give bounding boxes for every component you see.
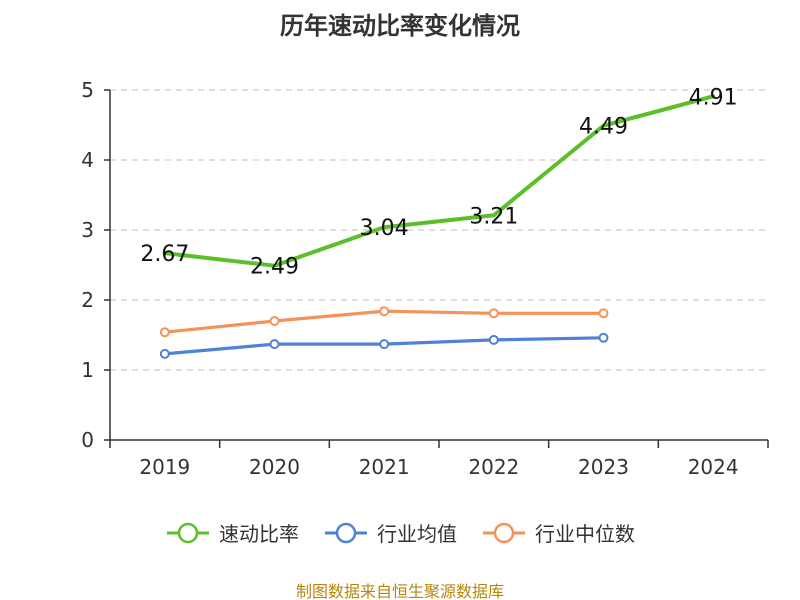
data-point: [488, 308, 499, 319]
data-point: [379, 339, 390, 350]
x-tick-label: 2021: [359, 455, 410, 479]
x-tick-label: 2020: [249, 455, 300, 479]
data-point: [159, 327, 170, 338]
legend-swatch-icon: [167, 522, 209, 543]
x-tick-label: 2024: [688, 455, 739, 479]
x-tick-label: 2023: [578, 455, 629, 479]
y-tick-label: 0: [81, 428, 94, 452]
legend-item[interactable]: 速动比率: [165, 518, 299, 547]
chart-legend: 速动比率 行业均值 行业中位数: [0, 518, 800, 547]
data-point: [379, 306, 390, 317]
series-line: [162, 94, 716, 268]
data-point: [488, 334, 499, 345]
data-point: [598, 308, 609, 319]
data-label: 2.49: [250, 255, 299, 280]
y-tick-label: 1: [81, 358, 94, 382]
data-point: [598, 332, 609, 343]
y-tick-label: 4: [81, 148, 94, 172]
x-tick-label: 2022: [468, 455, 519, 479]
data-source-note: 制图数据来自恒生聚源数据库: [295, 582, 504, 600]
y-tick-label: 5: [81, 78, 94, 102]
x-tick-label: 2019: [139, 455, 190, 479]
data-point: [269, 316, 280, 326]
data-point: [269, 339, 280, 350]
legend-swatch-icon: [483, 522, 525, 543]
data-point: [159, 348, 170, 359]
legend-item[interactable]: 行业中位数: [481, 518, 635, 547]
data-label: 4.91: [689, 85, 738, 110]
chart-title: 历年速动比率变化情况: [280, 12, 520, 40]
y-tick-label: 2: [81, 288, 94, 312]
data-label: 2.67: [140, 242, 189, 267]
legend-label: 行业均值: [377, 522, 457, 546]
legend-label: 行业中位数: [535, 522, 635, 546]
legend-swatch-icon: [325, 522, 367, 543]
data-label: 3.21: [469, 204, 518, 229]
data-label: 4.49: [579, 115, 628, 140]
legend-label: 速动比率: [219, 522, 299, 546]
legend-item[interactable]: 行业均值: [323, 518, 457, 547]
y-tick-label: 3: [81, 218, 94, 242]
data-label: 3.04: [360, 216, 409, 241]
